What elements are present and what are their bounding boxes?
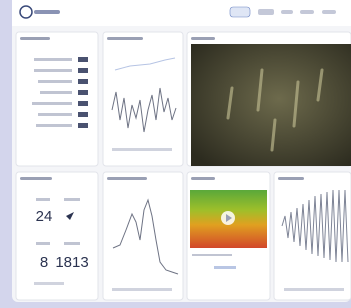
nav-item[interactable] bbox=[258, 9, 274, 15]
card-metrics bbox=[16, 32, 98, 166]
nav-item[interactable] bbox=[322, 10, 336, 14]
card-numbers: 24 8 1813 bbox=[16, 172, 98, 300]
metric-value: 24 bbox=[36, 208, 53, 225]
page: 24 8 1813 (() => { const data = JSON.par… bbox=[0, 0, 351, 308]
nav-item[interactable] bbox=[281, 10, 293, 14]
card-line-chart bbox=[103, 32, 183, 166]
nav-item[interactable] bbox=[230, 7, 250, 17]
card-spectrogram bbox=[187, 172, 270, 300]
logo-text bbox=[34, 10, 60, 14]
metric-value: 1813 bbox=[55, 254, 88, 271]
screenshot: 24 8 1813 bbox=[0, 0, 351, 308]
card-video bbox=[187, 32, 351, 166]
card-line-chart bbox=[103, 172, 183, 300]
card-oscillation bbox=[274, 172, 351, 300]
nav-item[interactable] bbox=[300, 10, 314, 14]
top-bar bbox=[12, 0, 351, 26]
metric-value: 8 bbox=[40, 254, 48, 271]
